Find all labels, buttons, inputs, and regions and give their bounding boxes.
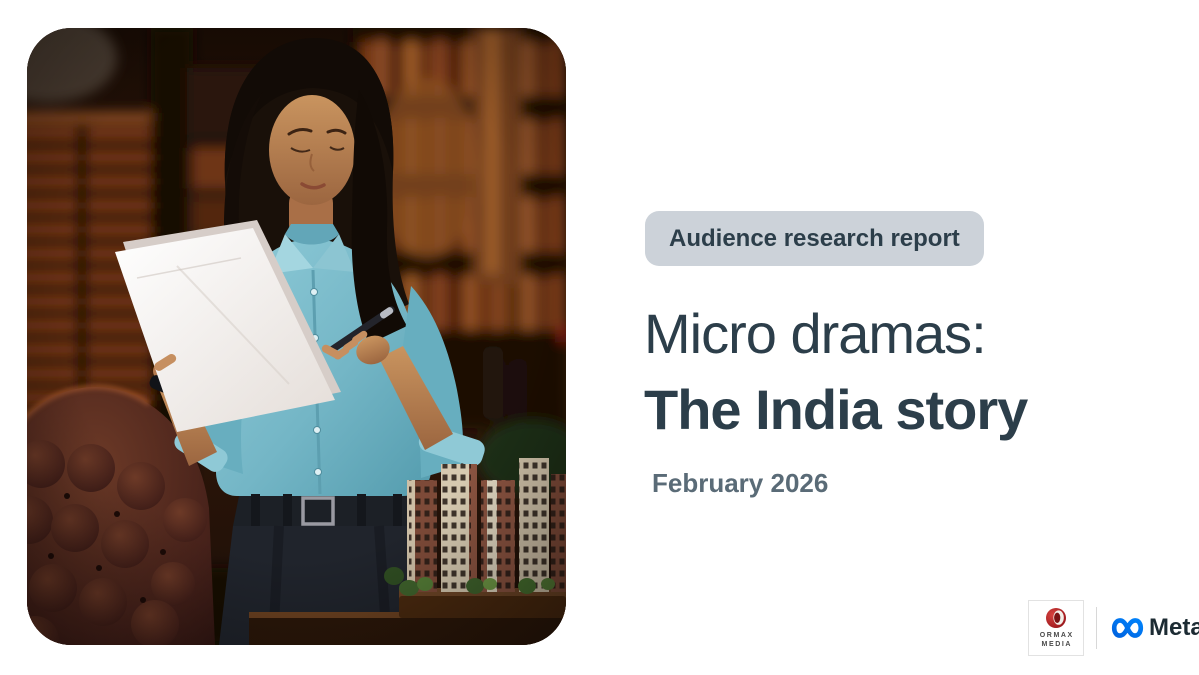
cover-photo [27, 28, 566, 645]
title-line-2: The India story [644, 378, 1028, 441]
logo-divider [1096, 607, 1097, 649]
meta-infinity-icon [1111, 618, 1144, 638]
library-photo-illustration [27, 28, 566, 645]
meta-logo: Meta [1111, 614, 1199, 642]
ormax-wordmark-line1: ORMAX [1039, 632, 1074, 639]
ormax-wordmark-line2: MEDIA [1041, 641, 1073, 648]
ormax-sphere-icon [1046, 608, 1066, 628]
meta-wordmark: Meta [1149, 614, 1199, 641]
ormax-media-logo: ORMAX MEDIA [1028, 600, 1084, 656]
page-title: Micro dramas: The India story [644, 296, 1028, 448]
report-date: February 2026 [652, 468, 829, 498]
report-type-badge: Audience research report [645, 211, 984, 266]
title-line-1: Micro dramas: [644, 302, 987, 365]
logo-lockup: ORMAX MEDIA Meta [1028, 600, 1199, 656]
